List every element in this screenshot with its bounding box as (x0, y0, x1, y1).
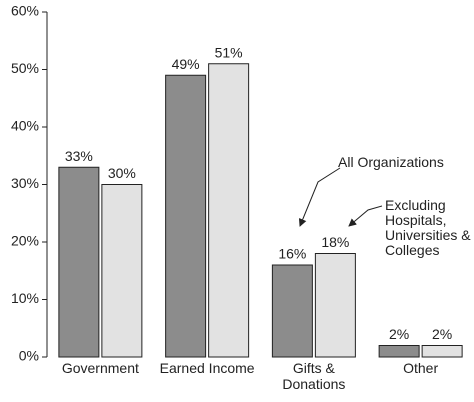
x-tick-label: Other (403, 360, 439, 376)
legend-label: Excluding Hospitals, Universities & Coll… (385, 197, 471, 258)
data-label: 51% (215, 44, 243, 60)
legend-label: All Organizations (338, 154, 444, 170)
annotation-arrow (348, 205, 383, 227)
bar (421, 345, 463, 358)
y-tick-label: 10% (11, 290, 39, 306)
bar (271, 264, 313, 358)
data-label: 2% (432, 326, 452, 342)
y-tick-label: 60% (11, 3, 39, 19)
bar (165, 74, 207, 358)
y-tick-label: 50% (11, 60, 39, 76)
x-tick-label: Gifts & Donations (282, 360, 346, 392)
x-tick-label: Government (61, 360, 139, 376)
data-label: 49% (172, 56, 200, 72)
y-tick-label: 30% (11, 175, 39, 191)
data-label: 33% (65, 148, 93, 164)
x-tick-label: Earned Income (159, 360, 255, 376)
bar (101, 184, 143, 358)
y-tick-label: 0% (19, 348, 39, 364)
data-label: 16% (278, 246, 306, 262)
y-tick-label: 40% (11, 118, 39, 134)
bar (378, 345, 420, 358)
data-label: 2% (389, 326, 409, 342)
bar (58, 166, 100, 358)
data-label: 18% (321, 234, 349, 250)
bar (208, 63, 250, 358)
data-label: 30% (108, 165, 136, 181)
annotation-arrow (298, 167, 341, 227)
y-tick-label: 20% (11, 233, 39, 249)
bar (314, 253, 356, 358)
